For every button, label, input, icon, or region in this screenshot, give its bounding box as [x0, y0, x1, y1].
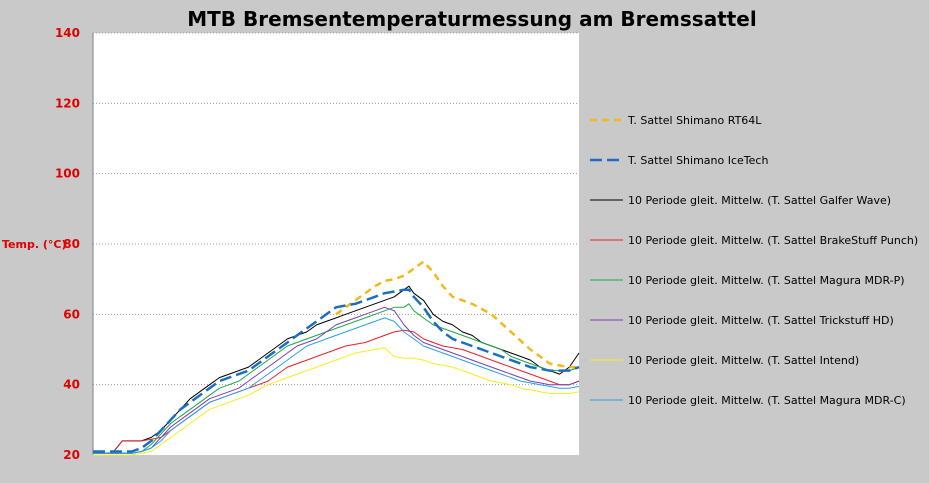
grid-lines [92, 32, 579, 455]
series-line-4 [93, 303, 580, 454]
series-line-0 [335, 260, 579, 369]
series-lines [93, 260, 580, 456]
y-tick-label: 80 [63, 237, 80, 251]
series-line-1 [93, 288, 580, 453]
y-tick-label: 100 [55, 167, 80, 181]
legend-label-1: T. Sattel Shimano IceTech [627, 154, 768, 167]
legend-label-5: 10 Periode gleit. Mittelw. (T. Sattel Tr… [628, 314, 894, 327]
legend-label-7: 10 Periode gleit. Mittelw. (T. Sattel Ma… [628, 394, 906, 407]
y-tick-label: 140 [55, 26, 80, 40]
y-tick-label: 120 [55, 96, 80, 110]
legend-label-4: 10 Periode gleit. Mittelw. (T. Sattel Ma… [628, 274, 905, 287]
legend-label-6: 10 Periode gleit. Mittelw. (T. Sattel In… [628, 354, 859, 367]
y-tick-label: 40 [63, 378, 80, 392]
legend-label-0: T. Sattel Shimano RT64L [627, 114, 762, 127]
y-tick-label: 20 [63, 448, 80, 462]
series-line-6 [93, 347, 580, 456]
y-axis-label: Temp. (°C) [2, 238, 66, 251]
legend: T. Sattel Shimano RT64L T. Sattel Shimano… [590, 114, 918, 407]
legend-label-2: 10 Periode gleit. Mittelw. (T. Sattel Ga… [628, 194, 891, 207]
series-line-7 [93, 317, 580, 454]
y-axis-ticks: 20 40 60 80 100 120 140 [55, 26, 80, 462]
legend-label-3: 10 Periode gleit. Mittelw. (T. Sattel Br… [628, 234, 918, 247]
series-line-5 [93, 306, 580, 454]
y-tick-label: 60 [63, 307, 80, 321]
chart-title: MTB Bremsentemperaturmessung am Bremssat… [187, 7, 756, 31]
